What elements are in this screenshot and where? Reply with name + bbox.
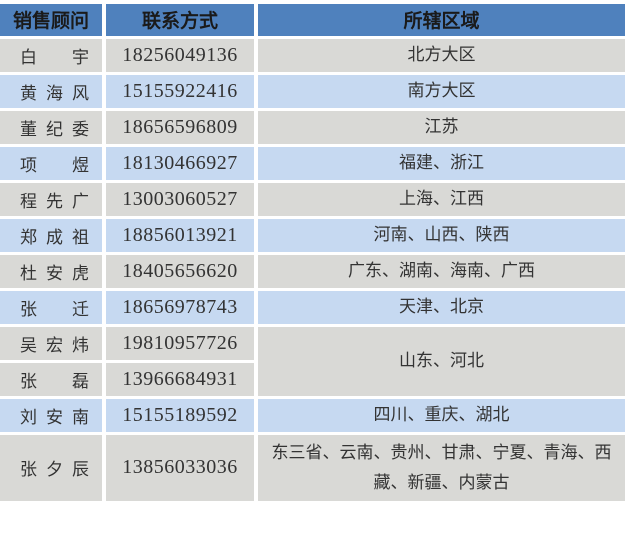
phone-number: 18405656620: [102, 251, 256, 289]
phone-number: 13003060527: [102, 179, 256, 217]
phone-number: 18256049136: [102, 35, 256, 73]
table-row: 吴 宏 炜 19810957726 山东、河北: [0, 323, 625, 397]
table-row: 张 迁 18656978743 天津、北京: [0, 287, 625, 325]
region: 福建、浙江: [254, 143, 625, 181]
phone-number: 13966684931: [102, 359, 256, 397]
region-merged: 山东、河北: [254, 323, 625, 397]
header-contact: 联系方式: [102, 4, 256, 37]
phone-number: 19810957726: [102, 323, 256, 361]
table-row: 董 纪 委 18656596809 江苏: [0, 107, 625, 145]
consultant-name: 张 夕 辰: [0, 431, 104, 501]
region: 上海、江西: [254, 179, 625, 217]
header-row: 销售顾问 联系方式 所辖区域: [0, 4, 625, 37]
phone-number: 13856033036: [102, 431, 256, 501]
consultant-name: 刘 安 南: [0, 395, 104, 433]
region: 广东、湖南、海南、广西: [254, 251, 625, 289]
table-row: 郑 成 祖 18856013921 河南、山西、陕西: [0, 215, 625, 253]
table-row: 张 磊 13966684931: [0, 359, 625, 397]
region: 北方大区: [254, 35, 625, 73]
phone-number: 18130466927: [102, 143, 256, 181]
table-row: 黄 海 风 15155922416 南方大区: [0, 71, 625, 109]
consultant-name: 黄 海 风: [0, 71, 104, 109]
consultant-name: 程 先 广: [0, 179, 104, 217]
region: 江苏: [254, 107, 625, 145]
consultant-name: 吴 宏 炜: [0, 323, 104, 361]
table-row: 白 宇 18256049136 北方大区: [0, 35, 625, 73]
phone-number: 15155189592: [102, 395, 256, 433]
sales-contact-table: 销售顾问 联系方式 所辖区域 白 宇 18256049136 北方大区 黄 海 …: [0, 4, 625, 501]
consultant-name: 董 纪 委: [0, 107, 104, 145]
region: 四川、重庆、湖北: [254, 395, 625, 433]
region: 天津、北京: [254, 287, 625, 325]
table-row: 刘 安 南 15155189592 四川、重庆、湖北: [0, 395, 625, 433]
region: 南方大区: [254, 71, 625, 109]
consultant-name: 白 宇: [0, 35, 104, 73]
phone-number: 18856013921: [102, 215, 256, 253]
phone-number: 15155922416: [102, 71, 256, 109]
consultant-name: 项 煜: [0, 143, 104, 181]
consultant-name: 张 磊: [0, 359, 104, 397]
table-row: 项 煜 18130466927 福建、浙江: [0, 143, 625, 181]
region: 河南、山西、陕西: [254, 215, 625, 253]
phone-number: 18656978743: [102, 287, 256, 325]
region: 东三省、云南、贵州、甘肃、宁夏、青海、西藏、新疆、内蒙古: [254, 431, 625, 501]
header-region: 所辖区域: [254, 4, 625, 37]
phone-number: 18656596809: [102, 107, 256, 145]
consultant-name: 杜 安 虎: [0, 251, 104, 289]
table-row: 程 先 广 13003060527 上海、江西: [0, 179, 625, 217]
table-row: 杜 安 虎 18405656620 广东、湖南、海南、广西: [0, 251, 625, 289]
consultant-name: 张 迁: [0, 287, 104, 325]
table-row: 张 夕 辰 13856033036 东三省、云南、贵州、甘肃、宁夏、青海、西藏、…: [0, 431, 625, 501]
consultant-name: 郑 成 祖: [0, 215, 104, 253]
header-consultant: 销售顾问: [0, 4, 104, 37]
